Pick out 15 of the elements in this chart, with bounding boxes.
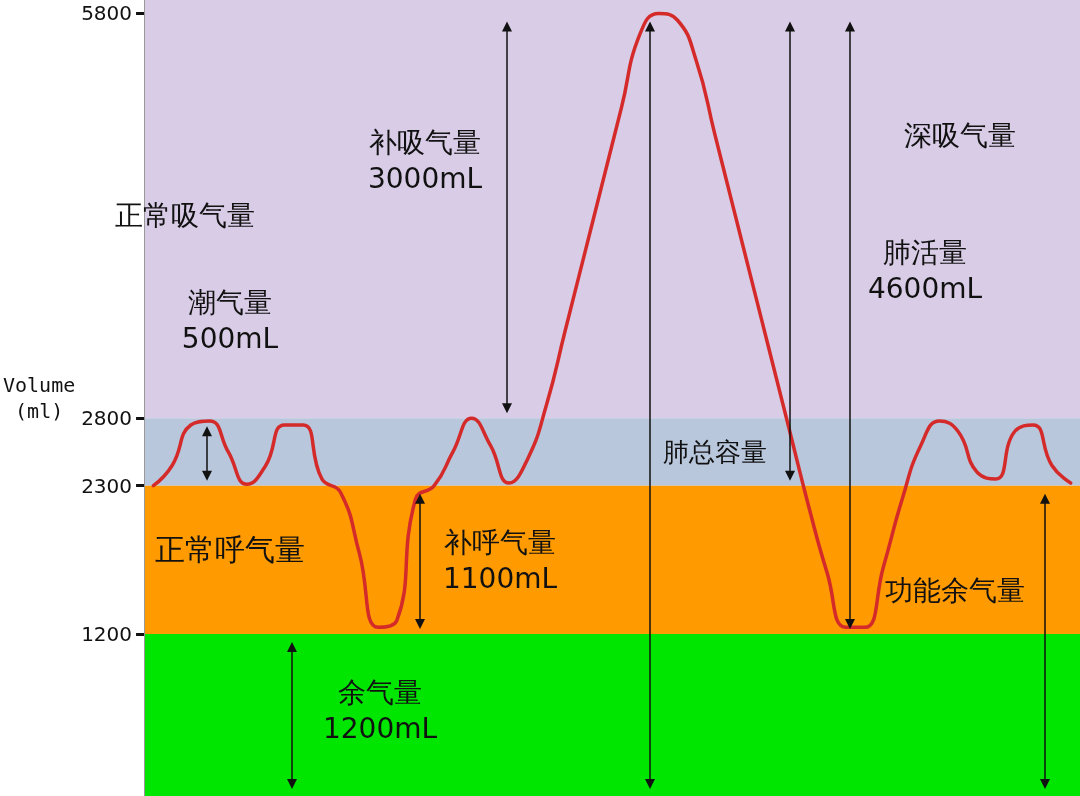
annotation: 补呼气量 1100mL [442, 525, 558, 595]
annotation: 潮气量 500mL [181, 285, 279, 355]
annotation: 正常吸气量 [115, 198, 255, 232]
y-tick-label: 1200 [81, 622, 133, 647]
y-tick-label: 2800 [81, 406, 133, 431]
y-tick-label: 2300 [81, 473, 133, 498]
annotation: 肺总容量 [663, 437, 767, 467]
y-axis-title: Volume (ml) [3, 373, 76, 423]
annotation: 肺活量 4600mL [867, 235, 983, 305]
annotation: 余气量 1200mL [322, 675, 438, 745]
band-label: 正常呼气量 [155, 532, 306, 568]
annotation: 功能余气量 [885, 573, 1025, 607]
annotation: 补吸气量 3000mL [367, 125, 483, 195]
annotation: 深吸气量 [904, 118, 1016, 152]
y-tick-label: 5800 [81, 1, 133, 26]
